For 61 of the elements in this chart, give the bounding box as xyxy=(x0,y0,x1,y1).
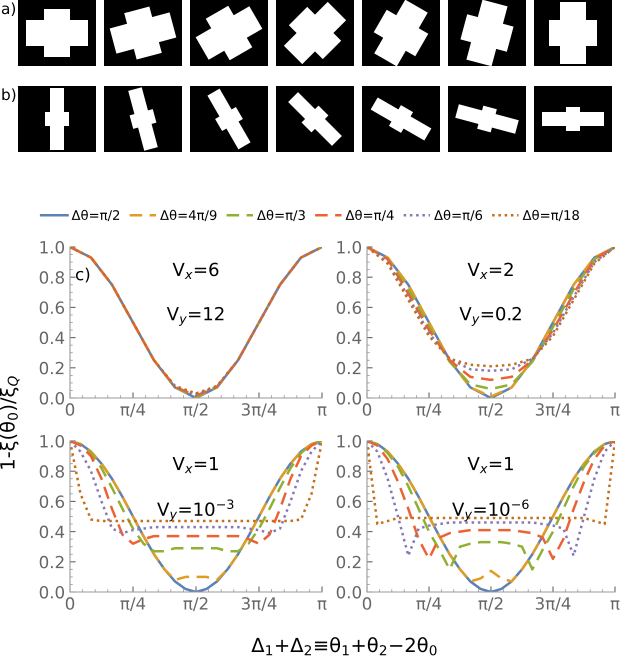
x-tick-label: π/2 xyxy=(478,403,502,418)
y-tick-label: 0.8 xyxy=(336,465,361,478)
y-tick-label: 1.0 xyxy=(40,434,64,448)
annotation: V$_{y}$=0.2 xyxy=(459,306,521,326)
y-tick-label: 0.2 xyxy=(336,362,360,374)
x-tick-label: π xyxy=(318,406,327,416)
y-tick-label: 0.6 xyxy=(336,301,362,314)
y-tick-label: 1.0 xyxy=(337,240,362,254)
x-tick-label: π/4 xyxy=(416,597,442,612)
x-tick-label: 3π/4 xyxy=(536,597,570,612)
annotation: V$_{y}$=10$^{−3}$ xyxy=(157,499,234,522)
x-tick-label: 0 xyxy=(66,597,74,610)
text: b) xyxy=(2,88,16,102)
legend-label: Δθ=π/3 xyxy=(257,210,305,222)
x-tick-label: π/4 xyxy=(120,597,146,612)
y-tick-label: 0.2 xyxy=(336,556,360,568)
y-tick-label: 0.4 xyxy=(40,332,64,344)
legend-label: Δθ=π/2 xyxy=(72,210,120,222)
text: Δ$_{1}$+Δ$_{2}$≡θ$_{1}$+θ$_{2}$−2θ$_{0}$ xyxy=(251,637,437,656)
legend-label: Δθ=π/4 xyxy=(346,210,394,222)
x-tick-label: π xyxy=(610,600,620,610)
y-tick-label: 0.6 xyxy=(40,301,64,314)
y-tick-label: 0.2 xyxy=(40,556,64,568)
y-tick-label: 1.0 xyxy=(337,434,362,448)
y-tick-label: 0.8 xyxy=(40,271,64,284)
x-tick-label: 0 xyxy=(362,597,372,610)
x-tick-label: 3π/4 xyxy=(536,403,570,418)
x-tick-label: π/2 xyxy=(478,597,502,612)
y-tick-label: 1.0 xyxy=(40,240,64,254)
y-tick-label: 0.0 xyxy=(40,392,64,405)
x-tick-label: 0 xyxy=(66,403,74,416)
legend-label: Δθ=π/6 xyxy=(434,210,482,222)
annotation: V$_{x}$=1 xyxy=(468,456,513,474)
x-tick-label: π xyxy=(318,600,327,610)
y-tick-label: 0.4 xyxy=(336,526,362,538)
x-tick-label: π/4 xyxy=(416,403,442,418)
y-tick-label: 0.6 xyxy=(40,495,64,508)
y-tick-label: 0.0 xyxy=(336,392,362,405)
x-tick-label: 3π/4 xyxy=(242,597,276,612)
line-series xyxy=(367,441,615,526)
y-tick-label: 0.8 xyxy=(336,271,361,284)
x-tick-label: π/2 xyxy=(183,403,208,418)
y-axis-title: 1-ξ(θ$_{0}$)/ξ$_{Q}$ xyxy=(0,376,20,469)
annotation: V$_{y}$=10$^{−6}$ xyxy=(452,499,529,522)
x-tick-label: 0 xyxy=(362,403,372,416)
y-tick-label: 0.2 xyxy=(40,362,64,374)
y-tick-label: 0.0 xyxy=(40,586,64,599)
y-tick-label: 0.6 xyxy=(336,495,362,508)
legend-label: Δθ=4π/9 xyxy=(160,210,216,222)
x-tick-label: 3π/4 xyxy=(242,403,276,418)
legend-label: Δθ=π/18 xyxy=(522,210,579,222)
x-tick-label: π/2 xyxy=(183,597,208,612)
y-tick-label: 0.0 xyxy=(336,586,362,599)
y-tick-label: 0.4 xyxy=(336,332,362,344)
annotation: V$_{x}$=1 xyxy=(172,456,218,474)
text: a) xyxy=(2,2,16,16)
x-tick-label: π xyxy=(610,406,620,416)
annotation: V$_{x}$=2 xyxy=(468,262,513,279)
y-tick-label: 0.4 xyxy=(40,526,64,538)
y-tick-label: 0.8 xyxy=(40,465,64,478)
x-tick-label: π/4 xyxy=(120,403,146,418)
